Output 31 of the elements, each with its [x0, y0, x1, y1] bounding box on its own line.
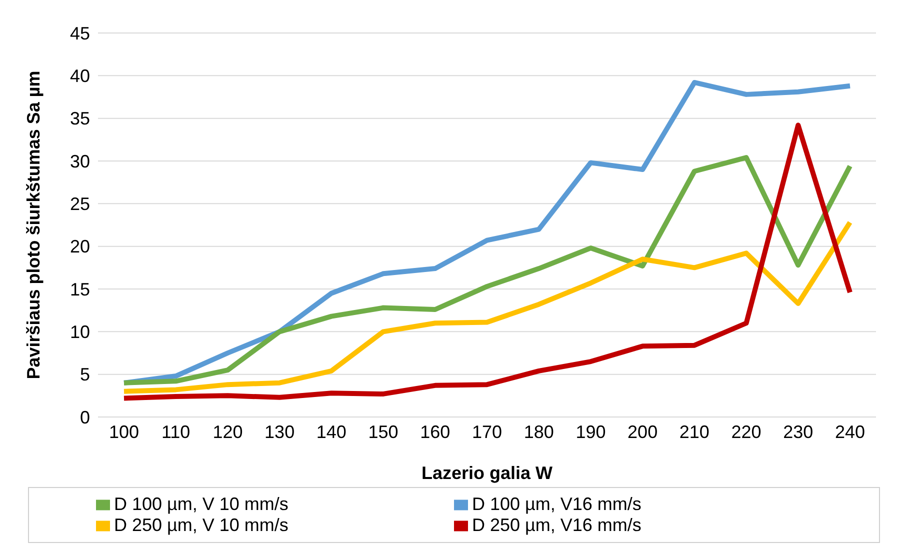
- y-tick-label: 25: [70, 194, 90, 214]
- y-tick-label: 5: [80, 364, 90, 385]
- y-tick-label: 45: [70, 23, 90, 44]
- legend-label: D 250 µm, V16 mm/s: [472, 515, 642, 536]
- x-tick-label: 180: [524, 422, 554, 442]
- legend-label: D 100 µm, V16 mm/s: [472, 494, 642, 515]
- x-tick-label: 170: [472, 422, 502, 442]
- y-tick-label: 30: [70, 151, 90, 172]
- y-axis-title: Paviršiaus ploto šiurkštumas Sa µm: [23, 70, 44, 380]
- x-tick-label: 190: [576, 422, 606, 442]
- y-tick-label: 15: [70, 279, 90, 300]
- y-tick-label: 20: [70, 236, 90, 257]
- x-tick-label: 220: [731, 422, 762, 442]
- x-tick-label: 210: [679, 422, 710, 442]
- x-tick-label: 110: [162, 422, 190, 442]
- x-tick-label: 130: [264, 422, 295, 442]
- legend-label: D 100 µm, V 10 mm/s: [114, 494, 290, 515]
- x-tick-label: 140: [316, 422, 346, 442]
- x-tick-label: 200: [628, 422, 658, 442]
- x-tick-label: 120: [212, 422, 243, 442]
- x-axis-title: Lazerio galia W: [421, 463, 553, 483]
- y-tick-label: 0: [80, 407, 90, 428]
- x-tick-label: 230: [783, 422, 814, 442]
- y-tick-label: 40: [70, 66, 90, 86]
- x-tick-label: 150: [368, 422, 398, 442]
- legend-label: D 250 µm, V 10 mm/s: [114, 515, 290, 536]
- y-tick-label: 10: [70, 322, 90, 342]
- x-tick-label: 240: [834, 422, 866, 442]
- y-tick-label: 35: [70, 108, 90, 129]
- x-tick-label: 100: [108, 422, 140, 442]
- x-tick-label: 160: [420, 422, 450, 442]
